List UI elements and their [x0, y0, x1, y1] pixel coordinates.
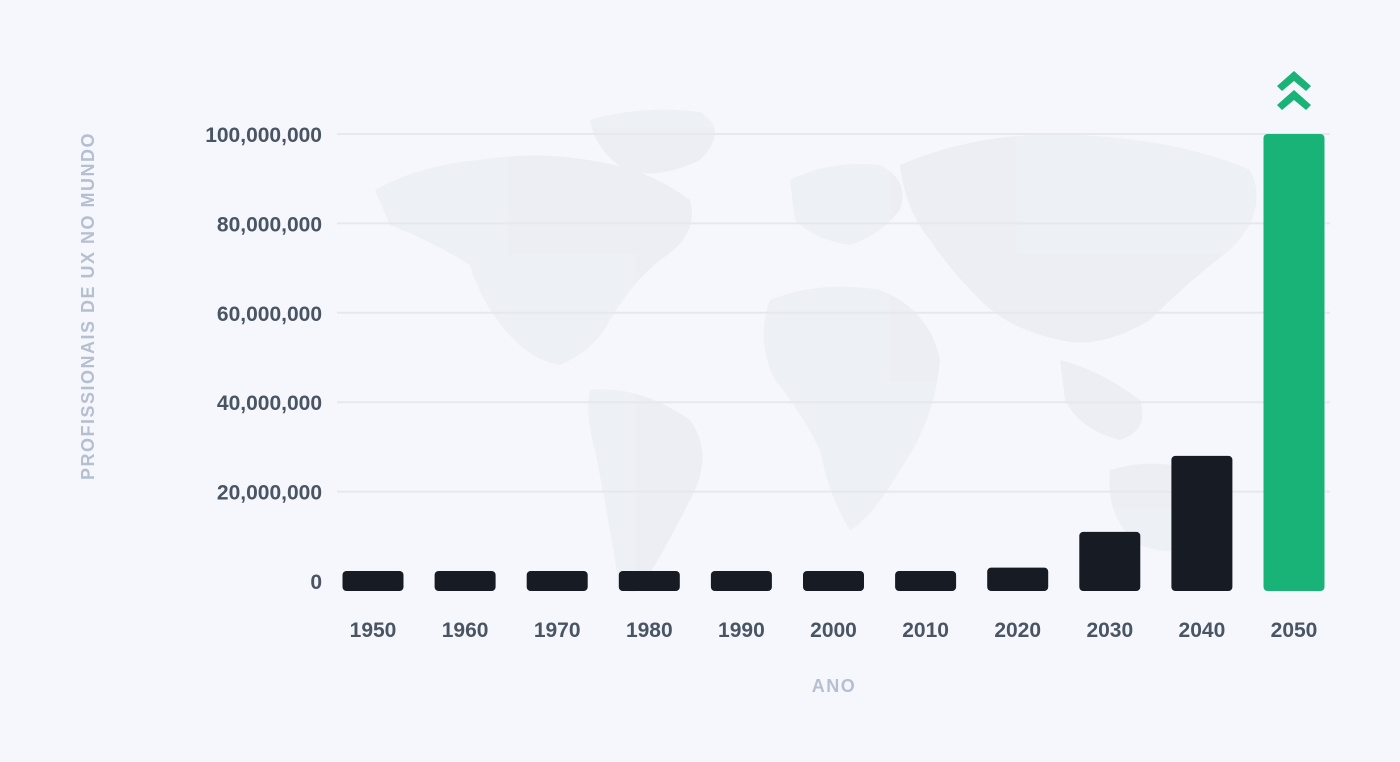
bar-2010	[895, 571, 957, 591]
y-tick-label: 100,000,000	[205, 124, 322, 147]
bar-2000	[803, 571, 864, 591]
x-axis-ticks: 1950 1960 1970 1980 1990 2000 2010 2020 2030 2040…	[350, 619, 1318, 642]
asia-shape	[900, 134, 1257, 343]
x-tick-label: 2020	[994, 619, 1041, 642]
x-tick-label: 1980	[626, 619, 673, 642]
bar-1950	[342, 571, 404, 591]
africa-shape	[763, 286, 940, 530]
europe-shape	[790, 164, 903, 245]
y-axis-ticks: 0 20,000,000 40,000,000 60,000,000 80,000,00…	[205, 124, 322, 594]
bars	[342, 134, 1325, 591]
y-tick-label: 80,000,000	[217, 213, 322, 236]
north-america-shape	[375, 155, 692, 365]
x-tick-label: 2010	[902, 619, 949, 642]
y-tick-label: 0	[310, 571, 322, 594]
double-chevron-up-icon	[1277, 71, 1311, 110]
x-tick-label: 1950	[350, 619, 397, 642]
greenland-shape	[590, 109, 715, 174]
bar-1970	[526, 571, 588, 591]
x-tick-label: 2030	[1086, 619, 1133, 642]
bar-2040	[1171, 455, 1233, 591]
bar-1990	[710, 571, 772, 591]
bar-1960	[434, 571, 496, 591]
x-tick-label: 2050	[1271, 619, 1318, 642]
x-tick-label: 1960	[442, 619, 489, 642]
y-axis-title: PROFISSIONAIS DE UX NO MUNDO	[78, 132, 98, 480]
x-tick-label: 2000	[810, 619, 857, 642]
grid-lines	[337, 133, 1330, 493]
bar-2050	[1263, 134, 1325, 591]
x-tick-label: 2040	[1179, 619, 1226, 642]
x-tick-label: 1990	[718, 619, 765, 642]
y-tick-label: 60,000,000	[217, 303, 322, 326]
y-tick-label: 20,000,000	[217, 482, 322, 505]
y-tick-label: 40,000,000	[217, 392, 322, 415]
bar-1980	[618, 571, 680, 591]
bar-2020	[987, 567, 1049, 591]
world-map-decoration	[375, 109, 1257, 592]
highlight-icon-layer	[1277, 71, 1311, 110]
southeast-asia-shape	[1060, 360, 1143, 440]
x-axis-title: ANO	[812, 676, 857, 696]
x-tick-label: 1970	[534, 619, 581, 642]
bar-2030	[1079, 531, 1141, 591]
